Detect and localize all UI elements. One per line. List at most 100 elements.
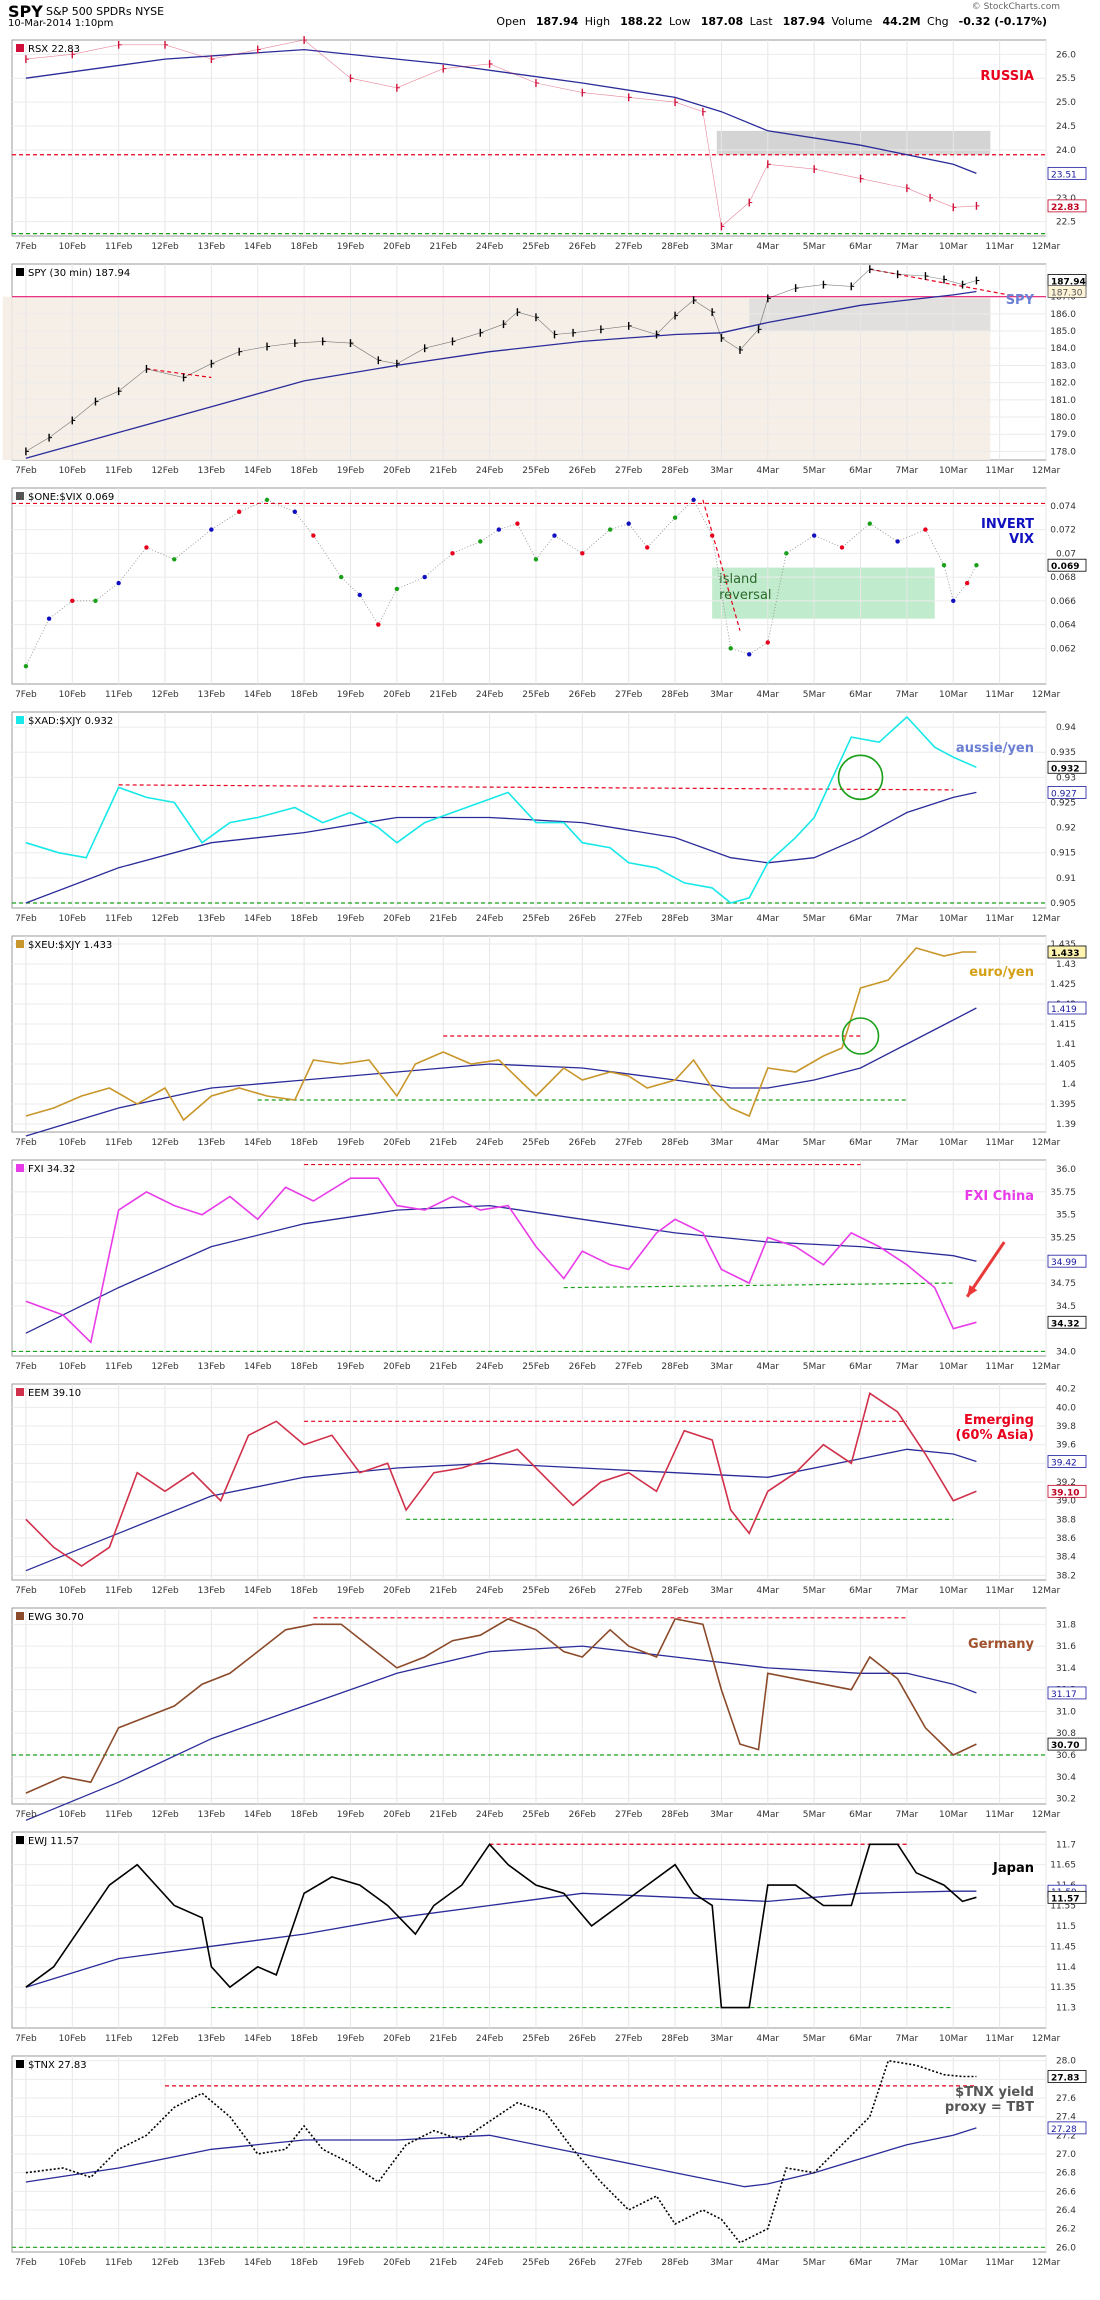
trend-line: [118, 784, 954, 791]
y-tick-label: 26.0: [1056, 2243, 1076, 2253]
price-tag-label: 30.70: [1051, 1741, 1079, 1751]
x-tick-label: 11Mar: [985, 914, 1014, 924]
x-tick-label: 10Mar: [939, 1586, 968, 1596]
panel-2: 0.062 0.064 0.066 0.068 0.07 0.072 0.074 island…: [11, 487, 1087, 700]
x-tick-label: 12Feb: [151, 466, 179, 476]
y-tick-label: 0.935: [1050, 748, 1076, 758]
legend-label: EWG 30.70: [28, 1612, 84, 1623]
plot-frame: [11, 1831, 1047, 2029]
y-tick-label: 1.395: [1050, 1100, 1076, 1110]
x-tick-label: 10Feb: [59, 1138, 87, 1148]
y-tick-label: 25.5: [1056, 74, 1076, 84]
x-tick-label: 19Feb: [337, 2258, 365, 2268]
x-tick-label: 13Feb: [198, 690, 226, 700]
x-tick-label: 5Mar: [803, 1586, 826, 1596]
x-tick-label: 21Feb: [430, 1362, 458, 1372]
x-tick-label: 18Feb: [290, 1586, 318, 1596]
x-tick-label: 11Mar: [985, 1138, 1014, 1148]
x-tick-label: 28Feb: [661, 914, 689, 924]
x-tick-label: 13Feb: [198, 2034, 226, 2044]
x-tick-label: 13Feb: [198, 1138, 226, 1148]
price-point: [923, 527, 928, 532]
x-tick-label: 4Mar: [756, 2258, 779, 2268]
x-tick-label: 7Feb: [15, 466, 37, 476]
x-tick-label: 20Feb: [383, 1810, 411, 1820]
price-tag-label: 34.32: [1051, 1319, 1079, 1329]
legend-label: $XAD:$XJY 0.932: [28, 716, 113, 727]
price-tag-box: [1047, 1315, 1087, 1329]
price-point: [672, 515, 678, 520]
x-tick-label: 6Mar: [849, 1810, 872, 1820]
y-tick-label: 27.2: [1056, 2131, 1076, 2141]
x-tick-label: 10Mar: [939, 1362, 968, 1372]
panel-annotation: Japan: [992, 1861, 1034, 1876]
x-tick-label: 5Mar: [803, 1138, 826, 1148]
x-tick-label: 21Feb: [430, 2258, 458, 2268]
x-tick-label: 13Feb: [198, 1586, 226, 1596]
y-tick-label: 0.066: [1050, 597, 1076, 607]
y-tick-label: 38.8: [1056, 1515, 1076, 1525]
price-point: [552, 533, 557, 538]
price-tag-box: [1047, 558, 1087, 572]
x-tick-label: 26Feb: [569, 1810, 597, 1820]
y-tick-label: 22.5: [1056, 218, 1076, 228]
x-tick-label: 28Feb: [661, 2258, 689, 2268]
x-tick-label: 21Feb: [430, 690, 458, 700]
price-point: [941, 563, 947, 568]
x-tick-label: 6Mar: [849, 2258, 872, 2268]
y-tick-label: 27.0: [1056, 2150, 1076, 2160]
y-tick-label: 185.0: [1050, 327, 1076, 337]
legend-swatch: [16, 940, 24, 948]
x-tick-label: 19Feb: [337, 690, 365, 700]
y-tick-label: 0.92: [1056, 824, 1076, 834]
x-tick-label: 14Feb: [244, 1138, 272, 1148]
legend-label: FXI 34.32: [28, 1164, 75, 1175]
price-tag-label: 0.927: [1051, 789, 1077, 799]
x-tick-label: 18Feb: [290, 1810, 318, 1820]
x-tick-label: 10Feb: [59, 914, 87, 924]
x-tick-label: 24Feb: [476, 2258, 504, 2268]
price-point: [895, 539, 900, 544]
x-tick-label: 6Mar: [849, 242, 872, 252]
price-tag-box: [1047, 199, 1087, 213]
price-tag-box: [1047, 1455, 1087, 1468]
y-tick-label: 186.0: [1050, 310, 1076, 320]
x-tick-label: 26Feb: [569, 1586, 597, 1596]
x-tick-label: 19Feb: [337, 1362, 365, 1372]
panel-1: 178.0 179.0 180.0 181.0 182.0 183.0 184.0 185.0…: [2, 263, 1087, 476]
x-tick-label: 12Mar: [1032, 1586, 1061, 1596]
x-tick-label: 10Feb: [59, 1362, 87, 1372]
x-tick-label: 10Mar: [939, 2034, 968, 2044]
x-tick-label: 7Mar: [896, 1810, 919, 1820]
trend-line: [146, 368, 212, 379]
price-point: [209, 527, 214, 532]
x-tick-label: 14Feb: [244, 1586, 272, 1596]
x-tick-label: 25Feb: [522, 914, 550, 924]
y-tick-label: 31.0: [1056, 1707, 1076, 1717]
y-tick-label: 23.0: [1056, 194, 1076, 204]
x-tick-label: 11Feb: [105, 690, 133, 700]
x-tick-label: 12Feb: [151, 690, 179, 700]
price-point: [580, 551, 585, 556]
y-tick-label: 183.0: [1050, 361, 1076, 371]
price-point: [691, 497, 696, 503]
ticker-symbol: SPY: [8, 2, 43, 21]
panel-7: 30.230.430.630.831.031.231.431.631.831.1…: [11, 1607, 1087, 1821]
x-tick-label: 18Feb: [290, 466, 318, 476]
price-tag-label: 0.069: [1051, 562, 1079, 572]
x-tick-label: 25Feb: [522, 2034, 550, 2044]
x-tick-label: 19Feb: [337, 2034, 365, 2044]
x-tick-label: 18Feb: [290, 2258, 318, 2268]
price-point: [450, 551, 455, 556]
legend-swatch: [16, 44, 24, 52]
y-tick-label: 11.3: [1056, 2004, 1076, 2014]
x-tick-label: 21Feb: [430, 466, 458, 476]
x-tick-label: 10Feb: [59, 1586, 87, 1596]
x-tick-label: 12Feb: [151, 1138, 179, 1148]
x-tick-label: 3Mar: [710, 2034, 733, 2044]
moving-average-line: [25, 1448, 977, 1572]
y-tick-label: 0.072: [1050, 526, 1076, 536]
y-tick-label: 179.0: [1050, 430, 1076, 440]
price-point: [974, 563, 979, 568]
x-tick-label: 3Mar: [710, 1138, 733, 1148]
